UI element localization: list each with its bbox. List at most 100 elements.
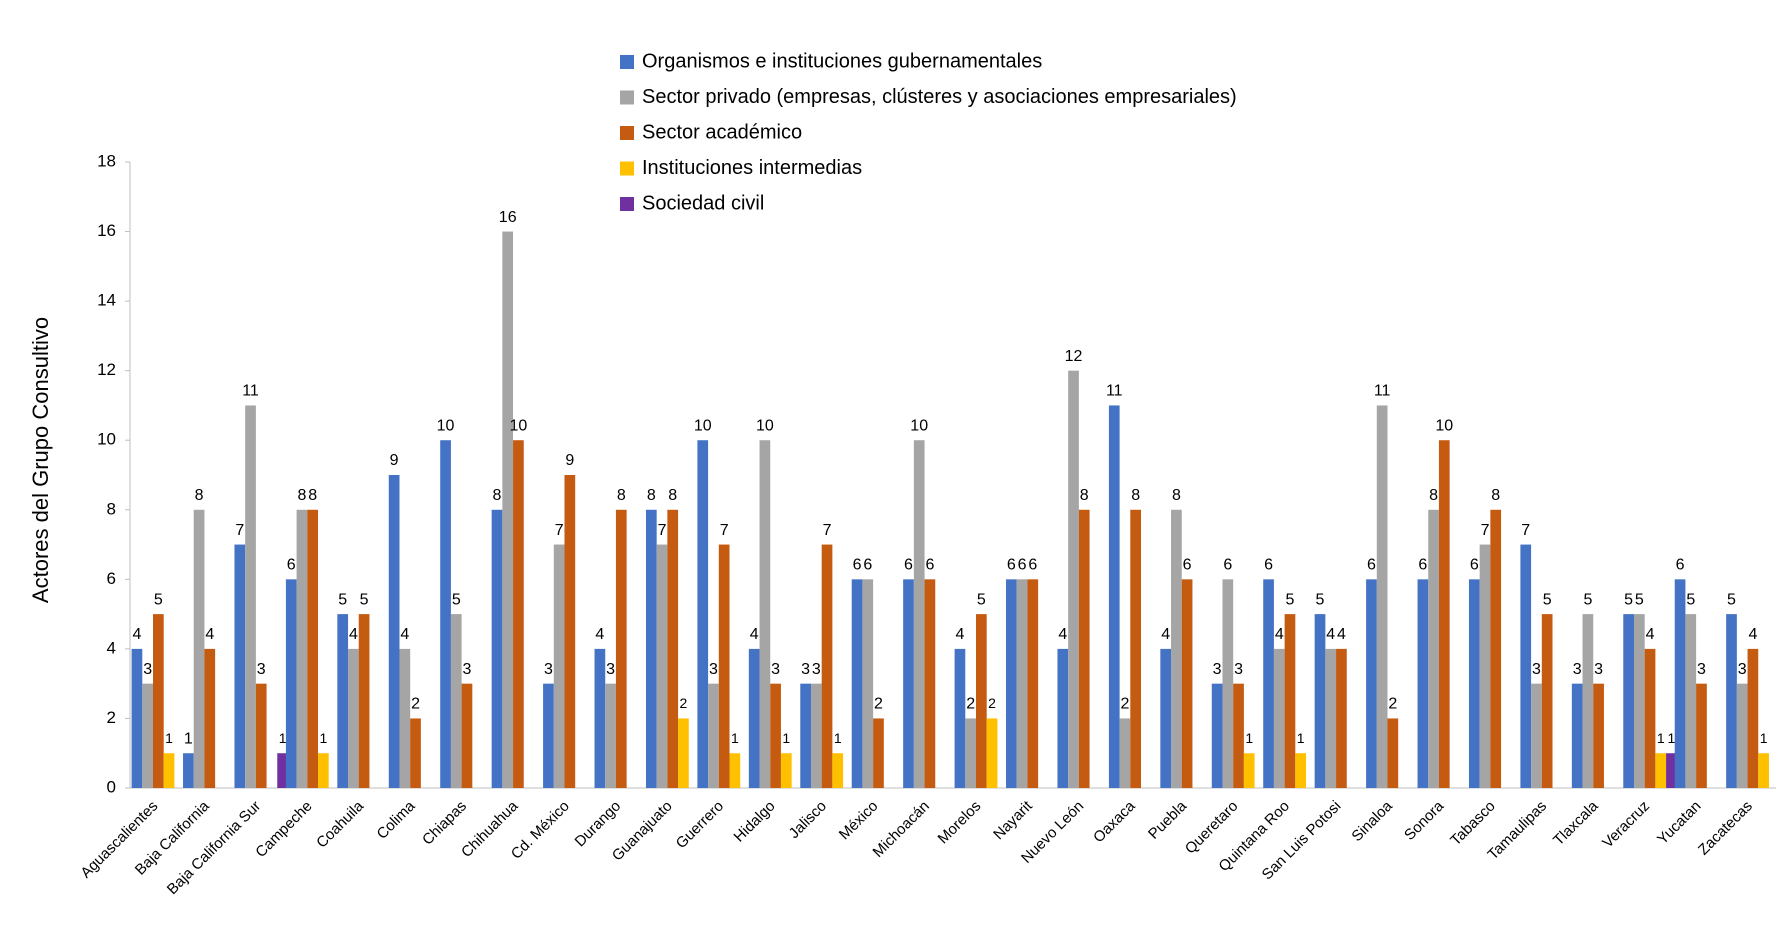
bar [318,753,329,788]
value-label: 2 [1121,696,1130,713]
legend-swatch [620,161,634,176]
value-label: 3 [1594,661,1603,678]
value-label: 1 [165,730,173,746]
bar [1387,718,1399,788]
bar [729,753,741,788]
bar [1233,683,1244,788]
x-tick-label: Sonora [1401,797,1448,844]
bar [204,648,216,788]
bar [851,579,863,788]
bar [491,509,503,788]
value-label: 8 [1491,487,1500,504]
value-label: 5 [1727,591,1736,608]
value-label: 11 [242,383,259,400]
bar [1666,753,1677,788]
value-label: 7 [720,522,729,539]
value-label: 8 [195,487,204,504]
value-label: 3 [801,661,810,678]
value-label: 5 [338,591,347,608]
y-tick-label: 12 [97,360,116,379]
bar [245,405,256,788]
value-label: 10 [910,417,928,434]
value-label: 8 [298,487,307,504]
bar [1119,718,1131,788]
bar [553,544,565,788]
bar [440,440,451,788]
bar [1571,683,1583,788]
value-label: 8 [668,487,677,504]
bar [296,509,308,788]
value-label: 4 [1161,626,1170,643]
y-axis-label: Actores del Grupo Consultivo [28,317,53,603]
bar [461,683,473,788]
x-tick-label: Tabasco [1447,798,1499,850]
value-label: 6 [1470,557,1479,574]
value-label: 2 [1388,696,1397,713]
x-tick-label: Oaxaca [1090,797,1139,846]
bar [1130,509,1142,788]
value-label: 6 [1007,557,1016,574]
value-label: 7 [1481,522,1490,539]
bar [954,648,966,788]
bar [152,614,164,788]
value-label: 5 [1635,591,1644,608]
bar [1417,579,1429,788]
value-label: 9 [565,452,574,469]
value-label: 8 [617,487,626,504]
bar [1006,579,1017,788]
value-label: 6 [1183,557,1192,574]
value-label: 3 [544,661,553,678]
value-label: 5 [154,591,163,608]
bar [1726,614,1737,788]
value-label: 1 [279,730,287,746]
value-label: 3 [1573,661,1582,678]
legend-label: Sector académico [642,121,802,143]
bar [1181,579,1193,788]
bar [1160,648,1172,788]
bar [1468,579,1480,788]
value-label: 2 [874,696,883,713]
value-label: 8 [493,487,502,504]
x-tick-label: Hidalgo [731,798,779,846]
value-label: 6 [287,557,296,574]
bar [645,509,657,788]
value-label: 5 [452,591,461,608]
value-label: 6 [1418,557,1427,574]
bar [810,683,822,788]
bar [1685,614,1697,788]
value-label: 1 [1760,730,1768,746]
bar [1479,544,1491,788]
bar [1623,614,1634,788]
bar [255,683,267,788]
bar [913,440,925,788]
bar [1366,579,1377,788]
bar [748,648,760,788]
value-label: 1 [834,730,842,746]
bar [1295,753,1307,788]
value-label: 6 [925,557,934,574]
bar [1438,440,1450,788]
bar [1747,648,1759,788]
bar [163,753,175,788]
value-label: 5 [977,591,986,608]
bar [193,509,205,788]
legend-label: Instituciones intermedias [642,157,862,179]
value-label: 3 [1697,661,1706,678]
legend-label: Organismos e instituciones gubernamental… [642,50,1042,72]
bar [770,683,781,788]
value-label: 10 [756,417,774,434]
x-tick-label: Morelos [935,798,985,848]
value-label: 5 [1624,591,1633,608]
value-label: 6 [853,557,862,574]
value-label: 6 [1028,557,1037,574]
bar [667,509,679,788]
y-tick-label: 2 [107,708,116,727]
value-label: 8 [1429,487,1438,504]
value-label: 16 [499,209,517,226]
bar [800,683,811,788]
value-label: 5 [1686,591,1695,608]
bar [986,718,998,788]
value-label: 4 [1646,626,1655,643]
value-label: 8 [647,487,656,504]
legend-swatch [620,197,634,211]
